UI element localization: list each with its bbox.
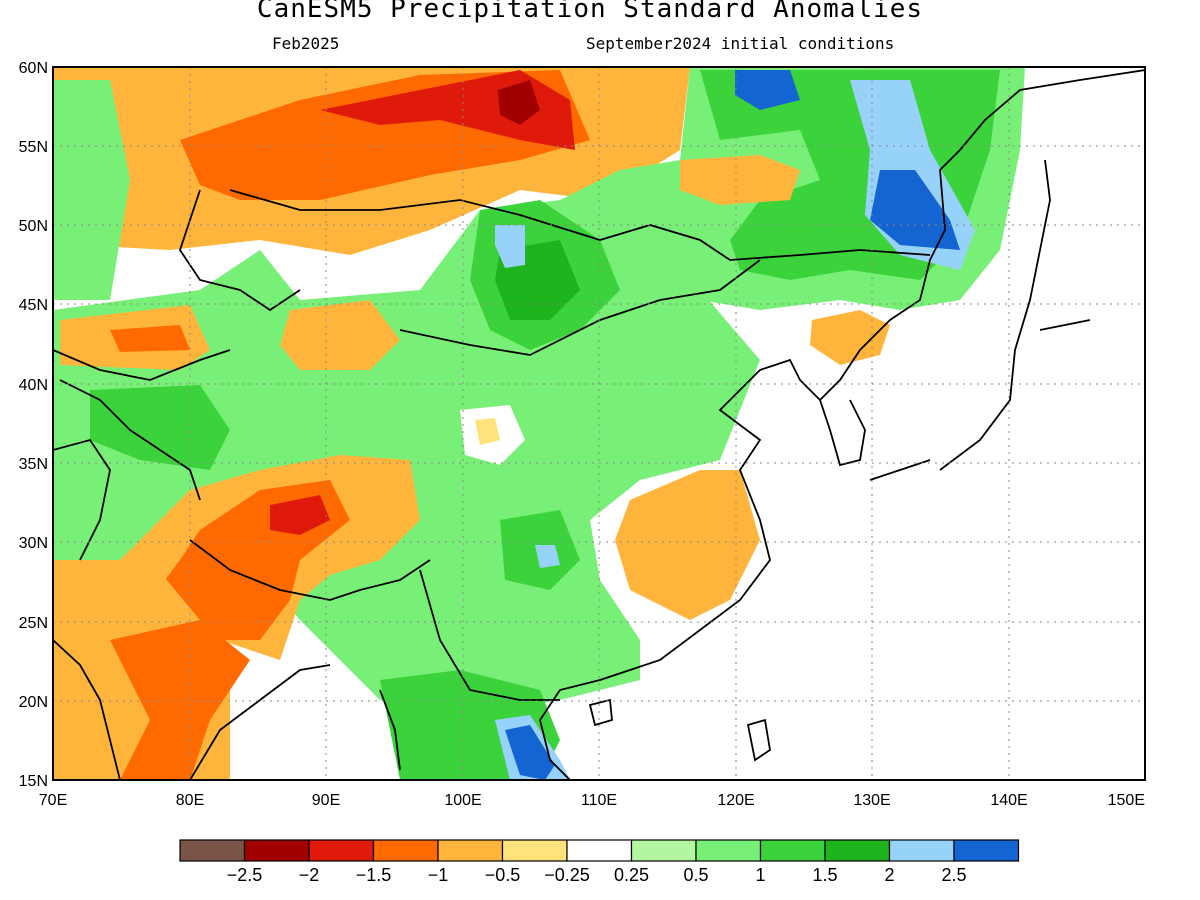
lon-tick-label: 150E <box>1108 792 1145 809</box>
colorbar-swatch <box>243 839 310 862</box>
initial-conditions-label: September2024 initial conditions <box>586 34 895 53</box>
colorbar-label: −0.5 <box>485 865 521 885</box>
lat-tick-label: 30N <box>19 535 48 552</box>
gridlines <box>53 67 1145 780</box>
anomaly-region-tianshan-dry <box>280 300 400 370</box>
anomaly-region-okhotsk-core <box>735 70 800 110</box>
anomaly-region-central-asia-wetter <box>90 385 230 470</box>
coastline-india <box>53 639 401 780</box>
colorbar-swatch <box>888 839 955 862</box>
colorbar-label: 2 <box>884 865 894 885</box>
anomaly-region-ordos-dry <box>475 418 500 445</box>
colorbar-label: 1.5 <box>812 865 837 885</box>
lon-tick-label: 80E <box>176 792 204 809</box>
lat-tick-label: 45N <box>19 297 48 314</box>
lon-tick-label: 90E <box>312 792 340 809</box>
lon-tick-label: 70E <box>39 792 67 809</box>
lat-tick-label: 15N <box>19 773 48 790</box>
map-title: CanESM5 Precipitation Standard Anomalies <box>256 0 924 24</box>
coastline-east-asia <box>539 69 1145 780</box>
valid-month-label: Feb2025 <box>272 34 340 53</box>
colorbar-label: −2 <box>299 865 320 885</box>
coastline-taiwan <box>746 718 771 762</box>
lat-tick-label: 25N <box>19 615 48 632</box>
anomaly-region-india-drier <box>110 620 250 780</box>
lon-tick-label: 100E <box>444 792 481 809</box>
coastlines-and-borders <box>53 69 1145 780</box>
coastline-korea <box>819 399 866 467</box>
anomaly-region-mongolia-lightblue <box>495 225 525 268</box>
anomaly-region-vietnam-core <box>505 725 555 780</box>
lat-tick-label: 55N <box>19 139 48 156</box>
anomaly-region-westsib-wet <box>53 80 130 300</box>
anomaly-region-manchuria-dry <box>680 155 800 205</box>
lat-tick-label: 20N <box>19 694 48 711</box>
colorbar-label: −1 <box>428 865 449 885</box>
lon-tick-label: 120E <box>717 792 754 809</box>
anomaly-region-amur-core <box>870 170 960 250</box>
colorbar-swatch <box>437 839 504 862</box>
colorbar-swatch <box>630 839 697 862</box>
colorbar-swatch <box>695 839 762 862</box>
border-central-asia <box>53 379 201 561</box>
lat-tick-label: 35N <box>19 456 48 473</box>
longitude-axis: 70E 80E 90E 100E 110E 120E 130E 140E 150… <box>39 792 1145 809</box>
lon-tick-label: 140E <box>990 792 1027 809</box>
colorbar <box>179 839 1020 862</box>
colorbar-swatch <box>308 839 375 862</box>
colorbar-label: 2.5 <box>941 865 966 885</box>
anomaly-region-korea-dry <box>810 310 890 365</box>
colorbar-swatch <box>372 839 439 862</box>
colorbar-swatch <box>179 839 246 862</box>
lat-tick-label: 60N <box>19 60 48 77</box>
colorbar-swatch <box>759 839 826 862</box>
colorbar-label: −1.5 <box>356 865 392 885</box>
border-kazakhstan-china <box>53 189 301 381</box>
colorbar-labels: −2.5 −2 −1.5 −1 −0.5 −0.25 0.25 0.5 1 1.5 2 2.5 <box>227 865 967 885</box>
anomaly-shading <box>53 67 1145 780</box>
colorbar-label: 1 <box>755 865 765 885</box>
anomaly-region-sichuan-lightblue <box>535 545 560 568</box>
colorbar-swatch <box>953 839 1020 862</box>
colorbar-label: 0.25 <box>614 865 649 885</box>
anomaly-region-south-china-dry <box>615 470 760 620</box>
lat-tick-label: 40N <box>19 377 48 394</box>
colorbar-swatch <box>566 839 633 862</box>
colorbar-label: −0.25 <box>544 865 590 885</box>
border-china-mongolia-russia <box>229 189 931 356</box>
colorbar-label: 0.5 <box>683 865 708 885</box>
colorbar-swatch <box>501 839 568 862</box>
lon-tick-label: 130E <box>853 792 890 809</box>
latitude-axis: 60N 55N 50N 45N 40N 35N 30N 25N 20N 15N <box>19 60 48 790</box>
coastline-japan <box>869 159 1091 481</box>
anomaly-region-west-drier <box>110 325 190 352</box>
anomaly-region-tibet-core <box>270 495 330 535</box>
lon-tick-label: 110E <box>581 792 617 809</box>
lat-tick-label: 50N <box>19 218 48 235</box>
anomaly-region-baikal-core <box>498 80 540 125</box>
colorbar-swatch <box>824 839 891 862</box>
coastline-hainan <box>588 698 613 727</box>
plot-frame <box>52 66 1146 781</box>
colorbar-label: −2.5 <box>227 865 263 885</box>
border-himalaya <box>189 539 560 701</box>
